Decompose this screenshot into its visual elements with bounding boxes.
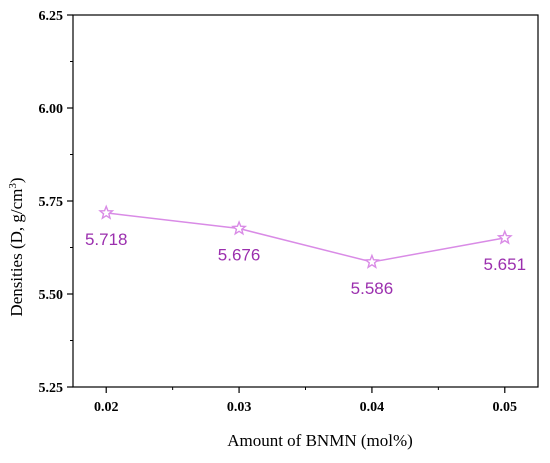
y-axis: 5.25 5.50 5.75 6.00 6.25 bbox=[39, 9, 73, 396]
y-tick-label: 6.25 bbox=[39, 9, 64, 24]
data-value-label: 5.676 bbox=[218, 246, 261, 265]
x-axis-label: Amount of BNMN (mol%) bbox=[227, 431, 413, 450]
data-value-label: 5.586 bbox=[351, 279, 394, 298]
y-axis-label: Densities (D, g/cm3) bbox=[7, 177, 26, 316]
y-tick-label: 5.25 bbox=[39, 381, 64, 396]
plot-area bbox=[72, 14, 539, 388]
data-point-star bbox=[496, 229, 513, 245]
x-tick-label: 0.05 bbox=[493, 400, 518, 415]
x-axis: 0.02 0.03 0.04 0.05 bbox=[94, 387, 517, 415]
data-point-star bbox=[98, 204, 115, 220]
data-point-star bbox=[231, 220, 248, 236]
y-axis-label-close: ) bbox=[7, 177, 26, 183]
y-tick-label: 6.00 bbox=[39, 102, 64, 117]
y-tick-label: 5.75 bbox=[39, 195, 64, 210]
y-axis-label-superscript: 3 bbox=[7, 183, 19, 189]
y-axis-label-main: Densities (D, g/cm bbox=[7, 189, 26, 317]
data-point-star bbox=[363, 253, 380, 269]
x-tick-label: 0.02 bbox=[94, 400, 119, 415]
data-value-label: 5.718 bbox=[85, 230, 128, 249]
series-layer: 5.718 5.676 5.586 5.651 bbox=[85, 204, 527, 298]
data-value-label: 5.651 bbox=[484, 255, 527, 274]
x-tick-label: 0.03 bbox=[227, 400, 252, 415]
plot-frame-border bbox=[72, 14, 539, 388]
series-line bbox=[106, 212, 505, 263]
y-tick-label: 5.50 bbox=[39, 288, 64, 303]
x-tick-label: 0.04 bbox=[360, 400, 385, 415]
